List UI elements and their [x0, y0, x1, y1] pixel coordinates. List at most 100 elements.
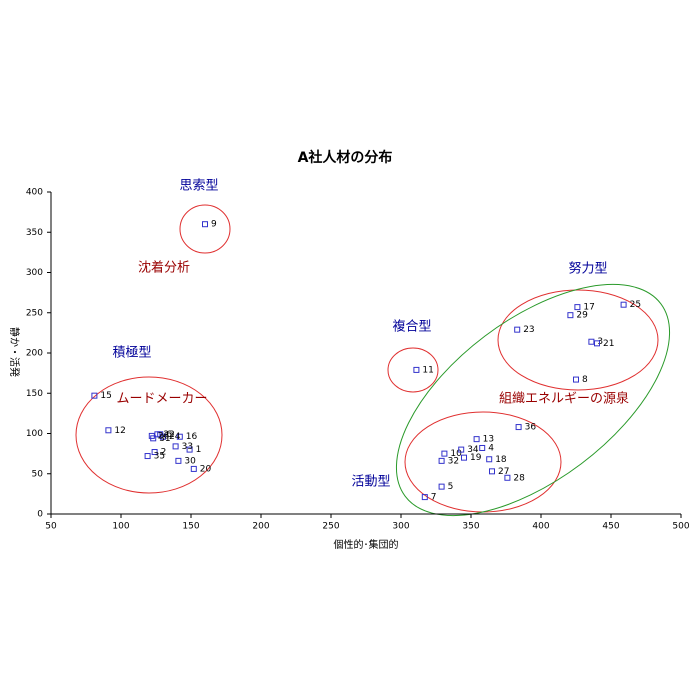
- annotation: 複合型: [392, 319, 431, 335]
- point-label: 9: [211, 220, 217, 230]
- x-tick-label: 250: [322, 522, 339, 532]
- point-label: 33: [182, 442, 193, 452]
- point: [461, 454, 467, 461]
- point-label: 36: [525, 423, 537, 433]
- point: [473, 436, 480, 443]
- point-label: 28: [513, 473, 525, 483]
- point-label: 1: [196, 445, 202, 455]
- point-label: 17: [583, 303, 594, 313]
- y-axis-label: 静か・活発: [8, 327, 21, 377]
- x-tick-label: 50: [45, 522, 57, 532]
- ellipse: [179, 204, 231, 254]
- ellipse: [395, 283, 671, 517]
- point: [573, 376, 579, 383]
- y-tick-label: 50: [32, 469, 44, 479]
- point: [105, 427, 112, 434]
- y-tick-label: 300: [26, 268, 43, 278]
- point: [154, 431, 161, 438]
- annotation: 努力型: [568, 262, 607, 277]
- point-label: 12: [114, 426, 125, 436]
- point: [489, 468, 495, 475]
- point: [91, 392, 98, 399]
- point: [486, 456, 493, 463]
- ellipse: [75, 376, 223, 494]
- point-label: 29: [576, 311, 588, 321]
- point-label: 30: [184, 456, 196, 466]
- point-label: 21: [603, 339, 614, 349]
- point-label: 8: [582, 375, 588, 385]
- annotation: 積極型: [112, 345, 151, 361]
- point: [175, 457, 182, 464]
- y-tick-label: 250: [26, 308, 43, 318]
- point-label: 2: [161, 448, 167, 458]
- ellipses: [75, 204, 671, 517]
- x-axis-label: 個性的･集団的: [334, 538, 399, 551]
- ellipse: [497, 289, 659, 391]
- x-tick-label: 350: [462, 522, 479, 532]
- point: [413, 366, 420, 373]
- point: [458, 446, 465, 453]
- point: [186, 446, 193, 453]
- point-label: 18: [495, 455, 507, 465]
- point: [620, 301, 627, 308]
- x-tick-label: 450: [602, 522, 619, 532]
- point: [160, 433, 166, 440]
- point: [151, 449, 158, 456]
- annotation: 思索型: [179, 179, 218, 194]
- point-label: 27: [498, 467, 509, 477]
- point: [438, 483, 445, 490]
- point: [202, 221, 208, 228]
- point-label: 3: [597, 337, 603, 347]
- annotation: 沈着分析: [138, 260, 190, 276]
- y-tick-label: 400: [26, 188, 43, 198]
- ellipse: [387, 347, 439, 393]
- point-label: 10: [450, 449, 462, 459]
- point: [514, 326, 521, 333]
- point-label: 11: [422, 365, 433, 375]
- y-tick-label: 200: [26, 349, 43, 359]
- annotation: ムードメーカー: [116, 392, 207, 407]
- point: [567, 312, 574, 319]
- y-tick-label: 350: [26, 228, 43, 238]
- point-label: 15: [100, 391, 111, 401]
- point: [504, 474, 511, 481]
- point: [588, 338, 595, 345]
- point-label: 23: [523, 325, 534, 335]
- point-label: 34: [467, 445, 479, 455]
- point-label: 5: [448, 482, 454, 492]
- point-label: 20: [200, 464, 212, 474]
- x-tick-label: 100: [112, 522, 129, 532]
- point-label: 35: [154, 452, 165, 462]
- point: [190, 465, 197, 472]
- point-label: 22: [163, 430, 174, 440]
- y-tick-label: 0: [37, 510, 43, 520]
- point-label: 31: [159, 434, 170, 444]
- point-label: 16: [186, 432, 198, 442]
- point: [594, 340, 600, 347]
- point-label: 19: [470, 453, 482, 463]
- point-label: 7: [431, 493, 437, 503]
- point: [515, 424, 522, 431]
- point-label: 32: [448, 456, 459, 466]
- point-label: 4: [488, 443, 494, 453]
- point: [172, 443, 179, 450]
- x-tick-label: 200: [252, 522, 269, 532]
- y-tick-label: 150: [26, 389, 43, 399]
- point-label: 24: [169, 432, 181, 442]
- point: [150, 435, 157, 442]
- annotation: 組織エネルギーの源泉: [499, 391, 629, 407]
- chart-title: A社人材の分布: [298, 149, 393, 166]
- point: [438, 457, 445, 464]
- point: [421, 494, 428, 501]
- point-label: 6: [166, 430, 172, 440]
- annotation: 活動型: [351, 475, 390, 490]
- ellipse: [404, 411, 562, 513]
- y-tick-label: 100: [26, 429, 43, 439]
- point-label: 25: [630, 300, 641, 310]
- point-label: 26: [158, 431, 170, 441]
- point: [144, 453, 151, 460]
- point: [441, 450, 448, 457]
- x-tick-label: 500: [672, 522, 689, 532]
- point-label: 13: [483, 435, 494, 445]
